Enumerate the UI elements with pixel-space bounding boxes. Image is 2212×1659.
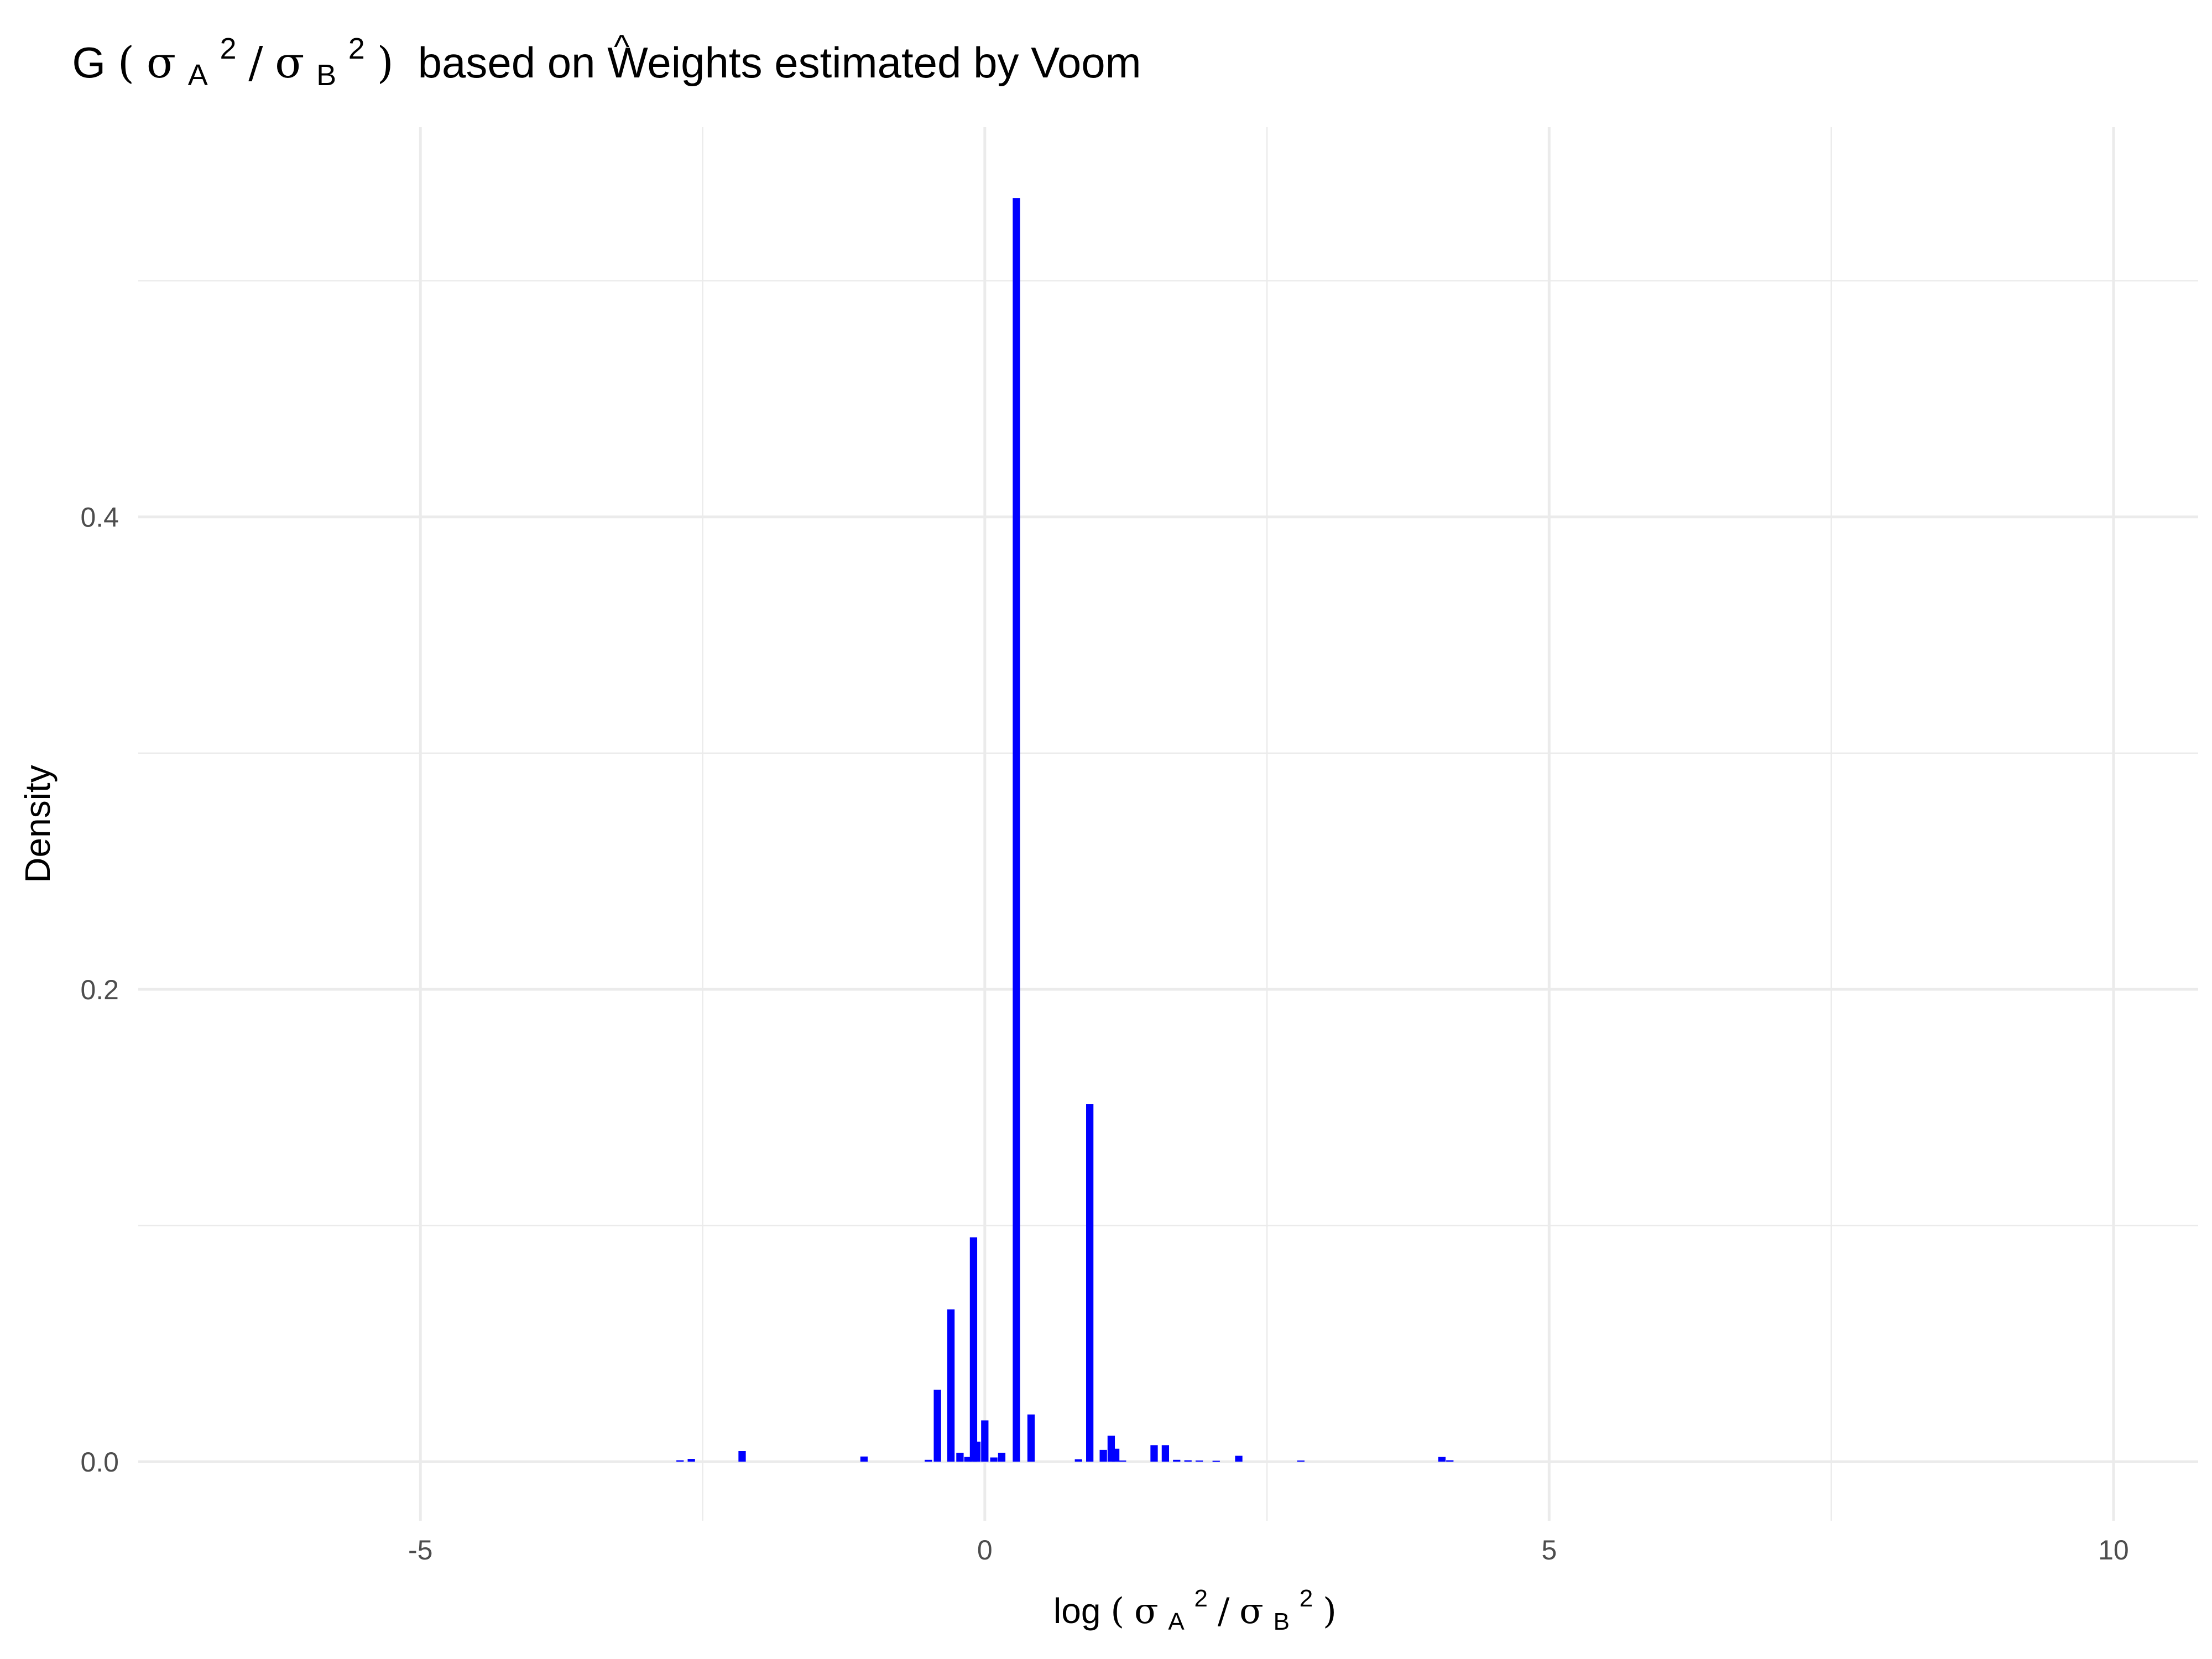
density-bar	[1195, 1460, 1203, 1462]
xlabel-sup-b: 2	[1300, 1585, 1313, 1612]
density-bar	[687, 1459, 695, 1462]
density-bar	[964, 1457, 972, 1462]
title-sigma-a: σ	[147, 38, 176, 88]
xlabel-sigma-b: σ	[1239, 1591, 1264, 1632]
title-rparen: )	[377, 38, 393, 88]
y-axis-title: Density	[18, 765, 58, 883]
density-bar	[990, 1457, 998, 1462]
density-bar	[1184, 1460, 1192, 1462]
density-bar	[860, 1456, 868, 1462]
density-bar	[956, 1452, 964, 1462]
density-bar	[1150, 1445, 1158, 1462]
density-bar	[1112, 1448, 1120, 1462]
minor-gridlines	[138, 127, 2198, 1521]
density-bar	[973, 1441, 981, 1462]
density-bar	[969, 1237, 978, 1462]
title-sup-a: 2	[220, 32, 236, 65]
title-sub-b: B	[316, 59, 336, 92]
density-bar	[1173, 1459, 1181, 1462]
density-bar	[925, 1459, 932, 1462]
density-bar	[1013, 198, 1020, 1462]
density-bar	[1446, 1460, 1454, 1462]
xlabel-prefix: log	[1053, 1591, 1100, 1631]
density-bar	[1074, 1459, 1082, 1462]
title-suffix: based on Weights estimated by Voom	[418, 38, 1141, 87]
xlabel-sub-a: A	[1168, 1608, 1185, 1635]
density-bar	[676, 1460, 684, 1462]
xlabel-slash: /	[1218, 1591, 1230, 1632]
x-tick-label: -5	[408, 1535, 432, 1566]
title-sigma-b: σ	[275, 38, 304, 88]
x-axis-tick-labels: -5 0 5 10	[408, 1535, 2129, 1566]
major-gridlines	[138, 127, 2198, 1521]
x-tick-label: 5	[1541, 1535, 1557, 1566]
density-bar	[1235, 1455, 1243, 1462]
y-axis-tick-labels: 0.0 0.2 0.4	[80, 502, 119, 1478]
density-bar	[1099, 1449, 1107, 1462]
x-tick-label: 10	[2098, 1535, 2129, 1566]
density-bar	[981, 1420, 989, 1462]
title-slash: /	[248, 38, 263, 88]
xlabel-sub-b: B	[1274, 1608, 1290, 1635]
x-axis-title: log ( σ A 2 / σ B 2 )	[1053, 1574, 1337, 1637]
xlabel-sup-a: 2	[1194, 1585, 1208, 1612]
title-lparen: (	[118, 38, 134, 88]
title-hat: ^	[614, 28, 629, 65]
xlabel-lparen: (	[1110, 1591, 1124, 1632]
density-bar	[1161, 1445, 1170, 1462]
xlabel-rparen: )	[1323, 1591, 1337, 1632]
density-bar	[998, 1452, 1006, 1462]
density-bar	[1212, 1460, 1220, 1462]
title-sub-a: A	[188, 59, 208, 92]
y-tick-label: 0.0	[80, 1447, 119, 1478]
density-bar	[1027, 1414, 1035, 1462]
density-bar	[1086, 1104, 1094, 1462]
y-tick-label: 0.4	[80, 502, 119, 533]
density-bar	[1119, 1460, 1126, 1462]
xlabel-sigma-a: σ	[1134, 1591, 1159, 1632]
chart-title: ^ G ( σ A 2 / σ B 2 ) based on Weights e…	[72, 19, 1141, 95]
title-g: G	[72, 38, 106, 87]
density-bars	[676, 198, 1454, 1462]
density-bar	[1297, 1460, 1305, 1462]
density-bar	[1438, 1457, 1446, 1462]
density-bar	[947, 1309, 955, 1462]
density-bar	[738, 1451, 746, 1462]
y-tick-label: 0.2	[80, 974, 119, 1005]
title-sup-b: 2	[348, 32, 365, 65]
density-bar	[933, 1389, 941, 1462]
x-tick-label: 0	[977, 1535, 993, 1566]
